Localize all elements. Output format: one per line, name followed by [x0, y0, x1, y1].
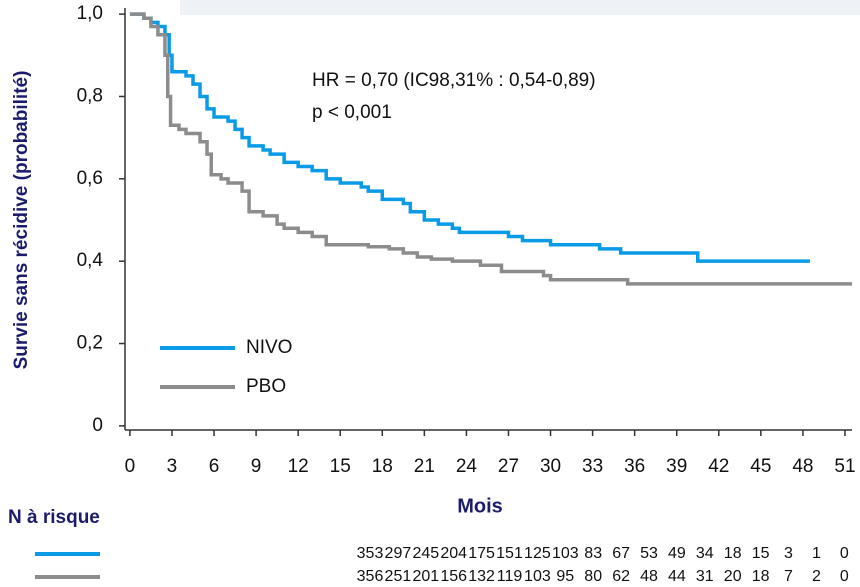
x-tick-label: 6: [209, 456, 220, 477]
risk-value: 31: [696, 568, 714, 585]
top-bar: [180, 0, 860, 15]
x-tick-label: 33: [582, 456, 603, 477]
x-tick-label: 24: [456, 456, 478, 477]
x-tick-label: 42: [708, 456, 729, 477]
risk-value: 15: [752, 545, 770, 562]
legend-label: NIVO: [246, 337, 292, 358]
risk-value: 2: [812, 568, 821, 585]
risk-value: 297: [385, 545, 412, 562]
risk-value: 18: [752, 568, 770, 585]
risk-value: 67: [612, 545, 630, 562]
risk-value: 151: [496, 545, 523, 562]
risk-value: 83: [584, 545, 602, 562]
risk-table-title: N à risque: [8, 507, 100, 528]
x-tick-label: 27: [498, 456, 519, 477]
risk-value: 245: [412, 545, 439, 562]
risk-value: 125: [524, 545, 551, 562]
y-tick-label: 0,4: [77, 250, 104, 271]
risk-value: 0: [840, 545, 849, 562]
x-tick-label: 51: [834, 456, 855, 477]
legend-label: PBO: [246, 376, 286, 397]
risk-value: 53: [640, 545, 658, 562]
risk-value: 356: [357, 568, 384, 585]
y-tick-label: 0,6: [77, 168, 103, 189]
risk-value: 0: [840, 568, 849, 585]
risk-value: 132: [468, 568, 495, 585]
risk-value: 95: [556, 568, 574, 585]
x-tick-label: 3: [167, 456, 178, 477]
risk-value: 62: [612, 568, 630, 585]
risk-value: 353: [357, 545, 384, 562]
risk-value: 48: [640, 568, 658, 585]
risk-value: 201: [412, 568, 439, 585]
annotation: p < 0,001: [312, 102, 392, 123]
y-tick-label: 1,0: [77, 3, 103, 24]
risk-value: 18: [724, 545, 742, 562]
risk-value: 204: [440, 545, 467, 562]
x-tick-label: 18: [372, 456, 393, 477]
risk-value: 44: [668, 568, 686, 585]
survival-curve: [129, 12, 810, 263]
x-tick-label: 45: [750, 456, 771, 477]
y-tick-label: 0: [92, 415, 103, 436]
x-tick-label: 12: [288, 456, 309, 477]
y-tick-label: 0,8: [77, 85, 103, 106]
risk-value: 156: [440, 568, 467, 585]
x-tick-label: 0: [125, 456, 136, 477]
x-tick-label: 48: [792, 456, 813, 477]
risk-value: 1: [812, 545, 821, 562]
x-tick-label: 30: [540, 456, 561, 477]
x-tick-label: 9: [251, 456, 262, 477]
risk-value: 103: [552, 545, 579, 562]
x-tick-label: 21: [414, 456, 435, 477]
survival-curve: [129, 12, 852, 286]
x-tick-label: 36: [624, 456, 645, 477]
x-axis-label: Mois: [457, 495, 503, 517]
risk-value: 3: [784, 545, 793, 562]
x-tick-label: 39: [666, 456, 687, 477]
risk-value: 103: [524, 568, 551, 585]
risk-value: 7: [784, 568, 793, 585]
y-axis-label: Survie sans récidive (probabilité): [11, 71, 32, 370]
risk-value: 34: [696, 545, 714, 562]
risk-value: 80: [584, 568, 602, 585]
annotation: HR = 0,70 (IC98,31% : 0,54-0,89): [312, 70, 596, 91]
risk-value: 20: [724, 568, 742, 585]
x-tick-label: 15: [330, 456, 351, 477]
risk-value: 119: [497, 568, 523, 585]
risk-value: 49: [668, 545, 686, 562]
y-tick-label: 0,2: [77, 333, 103, 354]
risk-value: 251: [385, 568, 412, 585]
risk-value: 175: [468, 545, 495, 562]
